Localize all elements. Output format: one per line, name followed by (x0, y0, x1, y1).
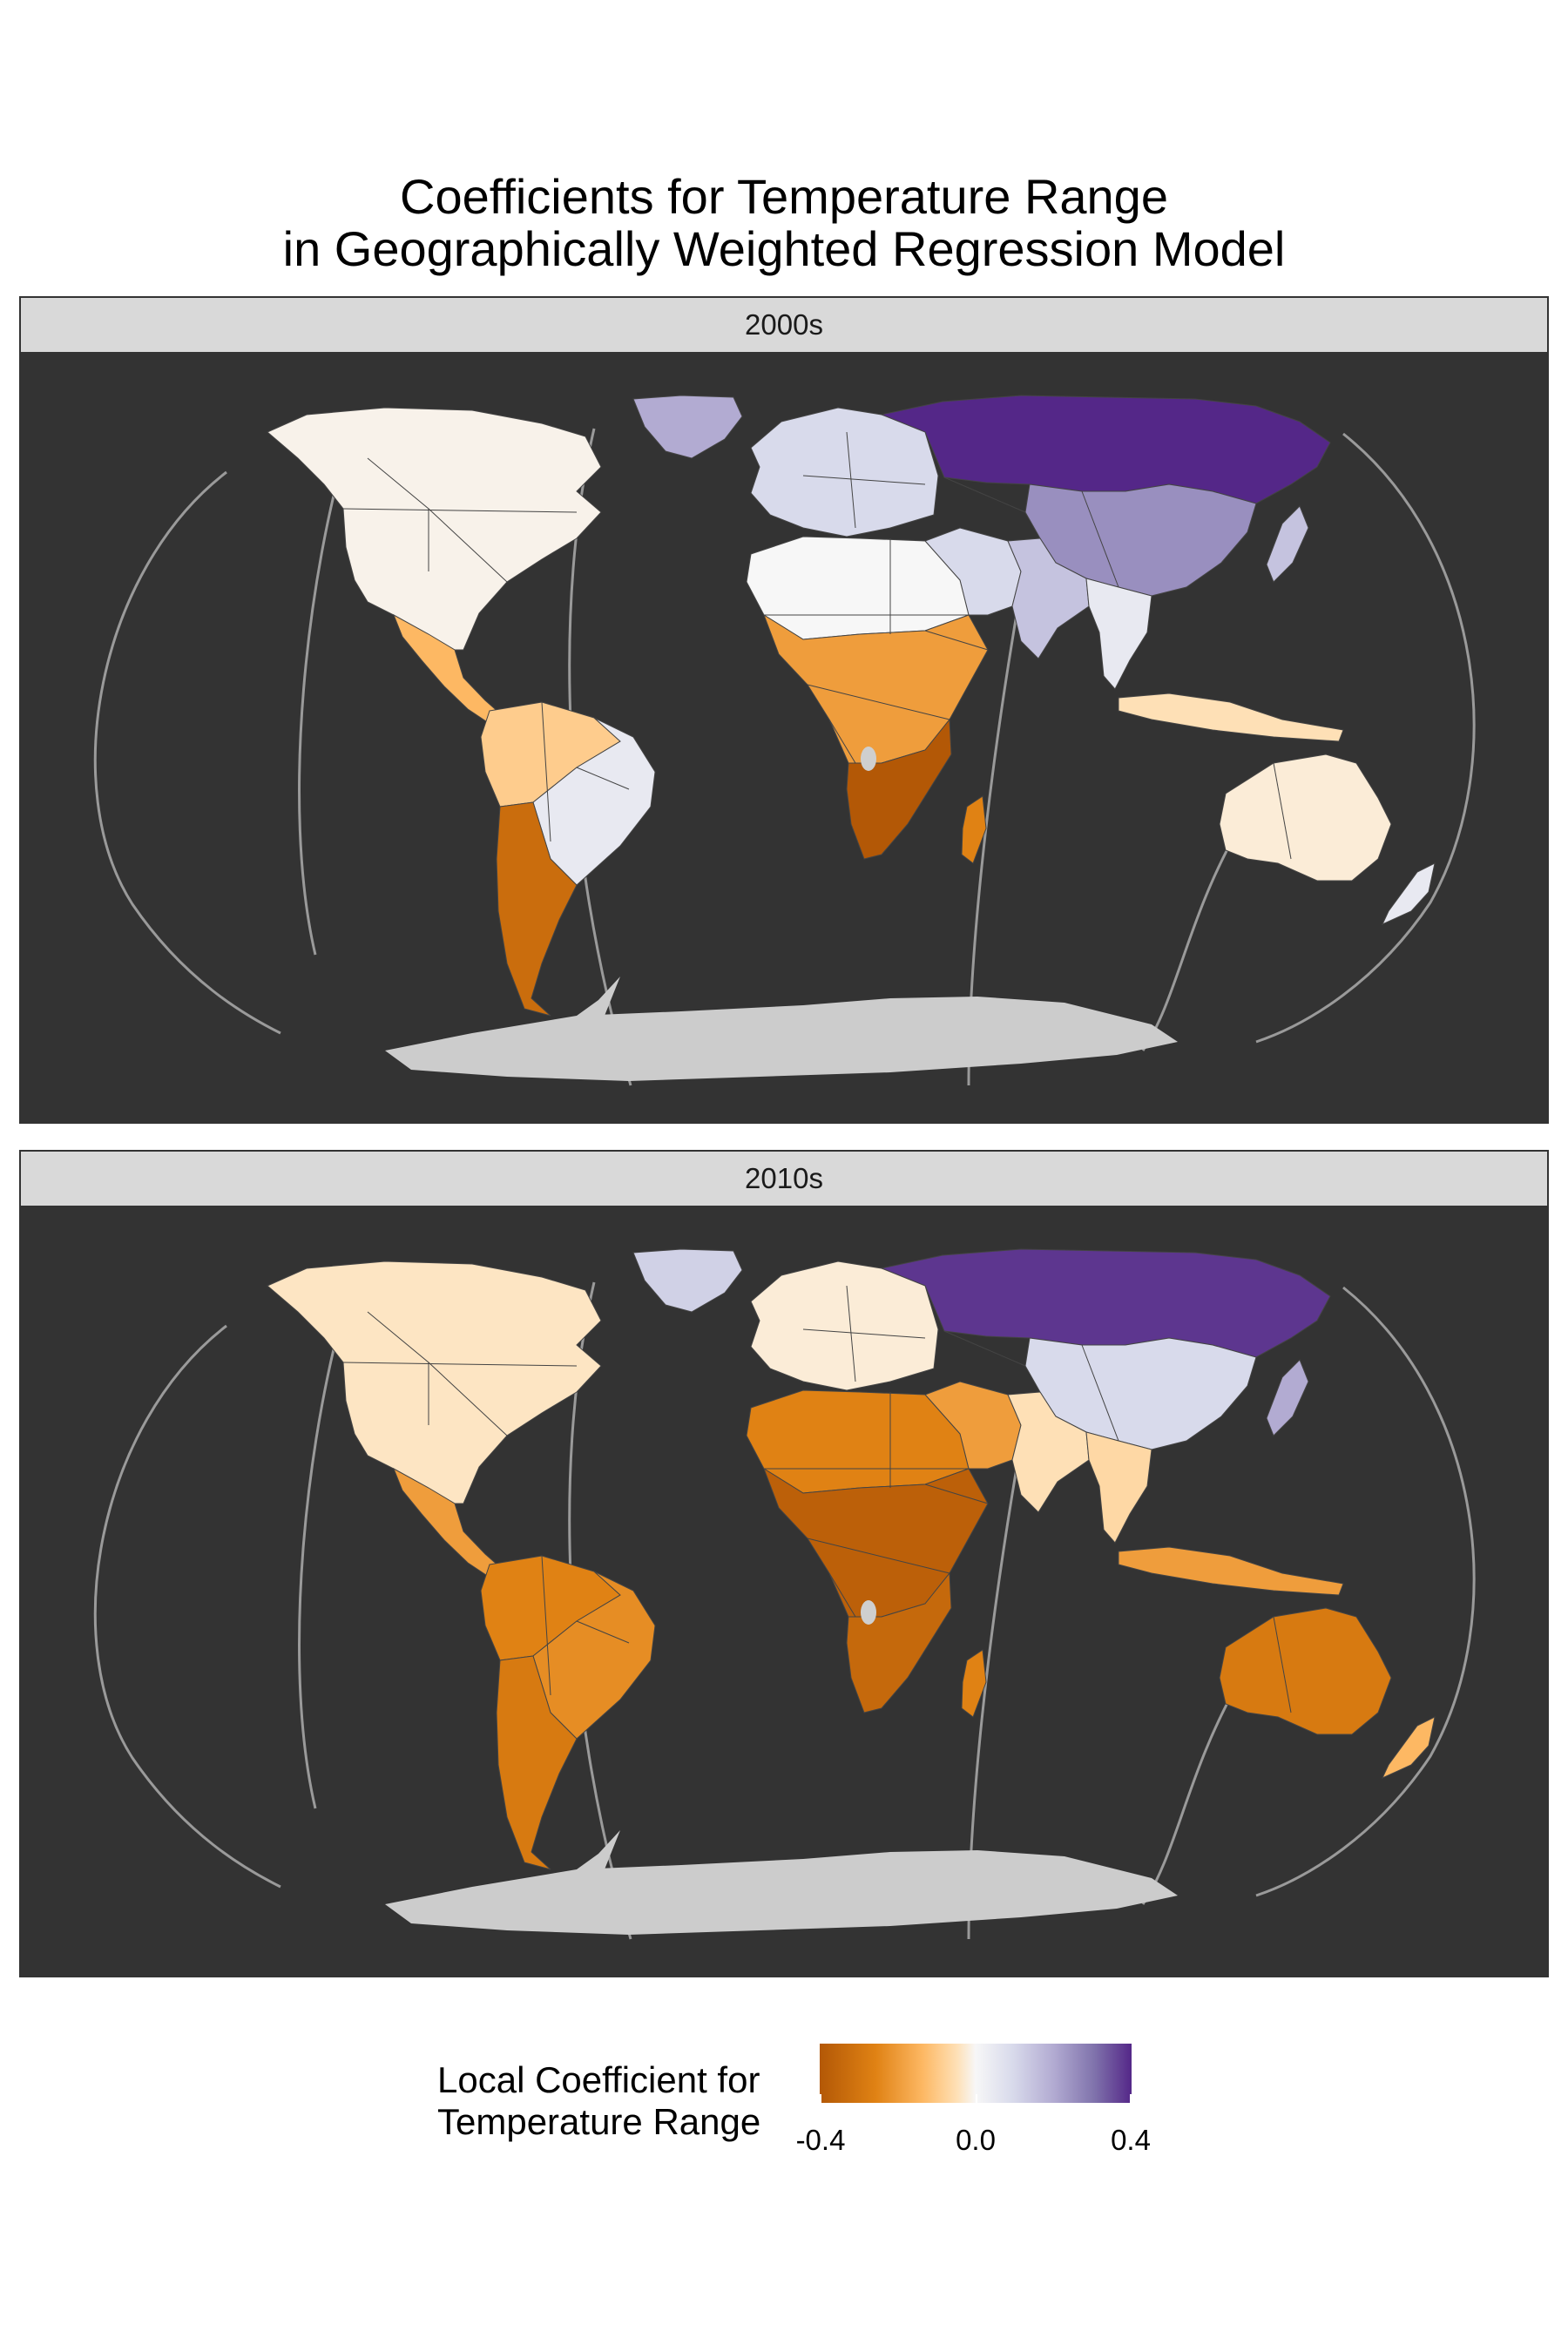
region-south-america-south (496, 1655, 578, 1870)
legend-title-line1: Local Coefficient for (437, 2059, 760, 2100)
region-new-zealand (1381, 862, 1436, 926)
region-north-africa (746, 1389, 970, 1494)
missing-data-lake (861, 747, 876, 771)
world-map-svg (93, 1248, 1476, 1940)
region-australia (1219, 1607, 1392, 1735)
region-central-africa (763, 1467, 989, 1618)
legend-tick-label: 0.4 (1111, 2124, 1151, 2156)
region-southern-africa (846, 1571, 952, 1713)
country-border (846, 431, 856, 529)
region-india (1007, 1391, 1090, 1513)
region-southern-africa (846, 718, 952, 860)
legend-tick-label: 0.0 (956, 2124, 996, 2156)
country-border (802, 1328, 926, 1339)
country-border (807, 1538, 950, 1574)
country-border (1081, 490, 1119, 588)
map-panel-2010s (19, 1207, 1549, 1977)
region-madagascar (961, 1649, 987, 1718)
region-north-america (267, 1260, 602, 1504)
legend-tick-mark (820, 2094, 821, 2103)
country-border (802, 475, 926, 485)
map-panel-2000s (19, 354, 1549, 1124)
region-madagascar (961, 795, 987, 864)
country-border (1081, 1344, 1119, 1442)
region-greenland (632, 1248, 743, 1313)
antarctica (385, 997, 1178, 1081)
country-border (924, 630, 989, 651)
country-border (342, 1362, 578, 1367)
region-indonesia (1118, 693, 1344, 742)
country-border (428, 508, 508, 583)
graticule-line (1255, 1286, 1476, 1897)
panel-strip-2000s: 2000s (19, 296, 1549, 354)
country-border (943, 476, 1026, 513)
country-border (924, 1484, 989, 1504)
graticule-line (93, 1324, 281, 1889)
legend-tick-mark (1130, 2094, 1132, 2103)
legend-title-line2: Temperature Range (437, 2101, 761, 2142)
region-southeast-asia (1085, 1431, 1152, 1544)
graticule-line (1255, 432, 1476, 1044)
country-border (828, 719, 856, 764)
country-border (541, 1555, 551, 1696)
country-border (1273, 762, 1292, 860)
country-border (846, 1285, 856, 1382)
region-europe (750, 407, 939, 537)
world-map-svg (93, 395, 1476, 1086)
region-north-africa (746, 536, 970, 640)
antarctic-peninsula (577, 977, 620, 1016)
legend-tick-mark (976, 2094, 977, 2103)
region-new-zealand (1381, 1716, 1436, 1780)
region-europe (750, 1260, 939, 1391)
legend-color-bar (820, 2044, 1132, 2103)
graticule-line (1141, 828, 1240, 1051)
country-border (342, 508, 578, 513)
country-border (1273, 1616, 1292, 1713)
country-border (807, 684, 950, 720)
panel-strip-2010s: 2010s (19, 1150, 1549, 1207)
region-australia (1219, 754, 1392, 882)
region-japan (1266, 505, 1309, 583)
country-border (428, 1362, 508, 1436)
chart-title-line1: Coefficients for Temperature Range (400, 169, 1168, 224)
country-border (576, 1620, 630, 1644)
region-central-africa (763, 613, 989, 764)
legend-tick-label: -0.4 (795, 2124, 846, 2156)
chart-title-line2: in Geographically Weighted Regression Mo… (282, 221, 1286, 276)
region-southeast-asia (1085, 578, 1152, 690)
region-russia-siberia (880, 1248, 1331, 1358)
missing-data-lake (861, 1600, 876, 1625)
country-border (541, 701, 551, 842)
region-south-america-south (496, 801, 578, 1017)
region-russia-siberia (880, 395, 1331, 504)
country-border (828, 1572, 856, 1618)
antarctica (385, 1850, 1178, 1935)
antarctic-peninsula (577, 1830, 620, 1869)
country-border (943, 1330, 1026, 1367)
region-japan (1266, 1359, 1309, 1436)
graticule-line (1141, 1681, 1240, 1905)
region-india (1007, 537, 1090, 659)
country-border (576, 767, 630, 790)
region-greenland (632, 395, 743, 459)
region-indonesia (1118, 1546, 1344, 1596)
region-north-america (267, 407, 602, 651)
graticule-line (93, 470, 281, 1035)
